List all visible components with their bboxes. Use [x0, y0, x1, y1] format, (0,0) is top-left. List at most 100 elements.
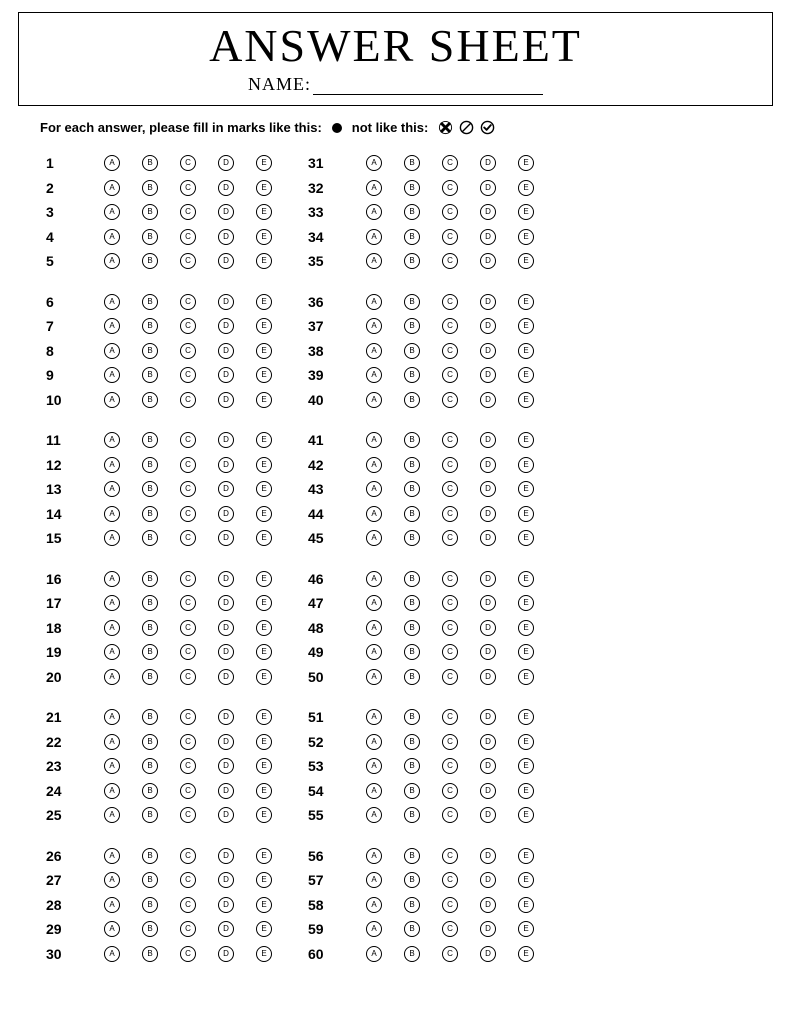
bubble-b[interactable]: B: [142, 204, 158, 220]
bubble-c[interactable]: C: [180, 229, 196, 245]
bubble-a[interactable]: A: [104, 669, 120, 685]
bubble-b[interactable]: B: [142, 872, 158, 888]
bubble-c[interactable]: C: [180, 946, 196, 962]
bubble-e[interactable]: E: [256, 571, 272, 587]
bubble-c[interactable]: C: [180, 506, 196, 522]
bubble-d[interactable]: D: [218, 204, 234, 220]
bubble-c[interactable]: C: [442, 432, 458, 448]
bubble-b[interactable]: B: [142, 530, 158, 546]
bubble-b[interactable]: B: [142, 457, 158, 473]
bubble-d[interactable]: D: [480, 807, 496, 823]
bubble-a[interactable]: A: [366, 595, 382, 611]
bubble-d[interactable]: D: [218, 644, 234, 660]
bubble-c[interactable]: C: [442, 734, 458, 750]
bubble-c[interactable]: C: [442, 872, 458, 888]
bubble-b[interactable]: B: [142, 392, 158, 408]
bubble-b[interactable]: B: [142, 946, 158, 962]
bubble-b[interactable]: B: [404, 155, 420, 171]
bubble-b[interactable]: B: [142, 506, 158, 522]
bubble-a[interactable]: A: [366, 180, 382, 196]
bubble-e[interactable]: E: [518, 343, 534, 359]
bubble-b[interactable]: B: [404, 318, 420, 334]
bubble-d[interactable]: D: [218, 897, 234, 913]
bubble-d[interactable]: D: [480, 180, 496, 196]
bubble-e[interactable]: E: [256, 204, 272, 220]
bubble-e[interactable]: E: [518, 620, 534, 636]
bubble-a[interactable]: A: [366, 253, 382, 269]
bubble-d[interactable]: D: [218, 530, 234, 546]
bubble-b[interactable]: B: [404, 294, 420, 310]
bubble-e[interactable]: E: [518, 571, 534, 587]
bubble-b[interactable]: B: [142, 644, 158, 660]
bubble-a[interactable]: A: [104, 709, 120, 725]
bubble-b[interactable]: B: [142, 294, 158, 310]
bubble-a[interactable]: A: [104, 848, 120, 864]
bubble-e[interactable]: E: [256, 758, 272, 774]
bubble-b[interactable]: B: [142, 921, 158, 937]
bubble-d[interactable]: D: [480, 367, 496, 383]
bubble-b[interactable]: B: [404, 457, 420, 473]
bubble-b[interactable]: B: [404, 758, 420, 774]
bubble-e[interactable]: E: [518, 294, 534, 310]
bubble-c[interactable]: C: [442, 253, 458, 269]
bubble-d[interactable]: D: [480, 204, 496, 220]
bubble-a[interactable]: A: [104, 367, 120, 383]
bubble-d[interactable]: D: [480, 457, 496, 473]
bubble-b[interactable]: B: [404, 872, 420, 888]
bubble-e[interactable]: E: [518, 644, 534, 660]
bubble-a[interactable]: A: [366, 229, 382, 245]
bubble-b[interactable]: B: [404, 481, 420, 497]
bubble-a[interactable]: A: [104, 253, 120, 269]
bubble-e[interactable]: E: [256, 457, 272, 473]
bubble-c[interactable]: C: [180, 620, 196, 636]
bubble-a[interactable]: A: [104, 595, 120, 611]
bubble-a[interactable]: A: [104, 921, 120, 937]
bubble-c[interactable]: C: [180, 530, 196, 546]
bubble-e[interactable]: E: [256, 897, 272, 913]
bubble-b[interactable]: B: [404, 180, 420, 196]
bubble-b[interactable]: B: [142, 620, 158, 636]
bubble-a[interactable]: A: [104, 644, 120, 660]
bubble-a[interactable]: A: [366, 294, 382, 310]
bubble-d[interactable]: D: [218, 620, 234, 636]
bubble-b[interactable]: B: [404, 807, 420, 823]
bubble-c[interactable]: C: [442, 709, 458, 725]
bubble-b[interactable]: B: [142, 367, 158, 383]
bubble-c[interactable]: C: [180, 367, 196, 383]
bubble-b[interactable]: B: [404, 367, 420, 383]
bubble-d[interactable]: D: [218, 709, 234, 725]
bubble-b[interactable]: B: [142, 897, 158, 913]
bubble-b[interactable]: B: [142, 595, 158, 611]
bubble-b[interactable]: B: [142, 669, 158, 685]
bubble-c[interactable]: C: [442, 367, 458, 383]
bubble-c[interactable]: C: [180, 481, 196, 497]
bubble-d[interactable]: D: [218, 155, 234, 171]
bubble-c[interactable]: C: [442, 644, 458, 660]
bubble-a[interactable]: A: [104, 530, 120, 546]
bubble-e[interactable]: E: [518, 595, 534, 611]
bubble-a[interactable]: A: [104, 392, 120, 408]
bubble-b[interactable]: B: [404, 669, 420, 685]
bubble-d[interactable]: D: [218, 457, 234, 473]
bubble-e[interactable]: E: [256, 734, 272, 750]
bubble-c[interactable]: C: [442, 783, 458, 799]
bubble-c[interactable]: C: [180, 204, 196, 220]
bubble-c[interactable]: C: [180, 294, 196, 310]
bubble-c[interactable]: C: [442, 620, 458, 636]
bubble-e[interactable]: E: [256, 872, 272, 888]
bubble-b[interactable]: B: [404, 734, 420, 750]
bubble-b[interactable]: B: [142, 343, 158, 359]
bubble-e[interactable]: E: [256, 946, 272, 962]
bubble-b[interactable]: B: [404, 848, 420, 864]
name-input-line[interactable]: [313, 81, 543, 95]
bubble-e[interactable]: E: [256, 644, 272, 660]
bubble-e[interactable]: E: [518, 807, 534, 823]
bubble-e[interactable]: E: [256, 506, 272, 522]
bubble-b[interactable]: B: [404, 783, 420, 799]
bubble-b[interactable]: B: [404, 506, 420, 522]
bubble-d[interactable]: D: [218, 758, 234, 774]
bubble-e[interactable]: E: [518, 481, 534, 497]
bubble-d[interactable]: D: [480, 530, 496, 546]
bubble-e[interactable]: E: [518, 506, 534, 522]
bubble-c[interactable]: C: [442, 848, 458, 864]
